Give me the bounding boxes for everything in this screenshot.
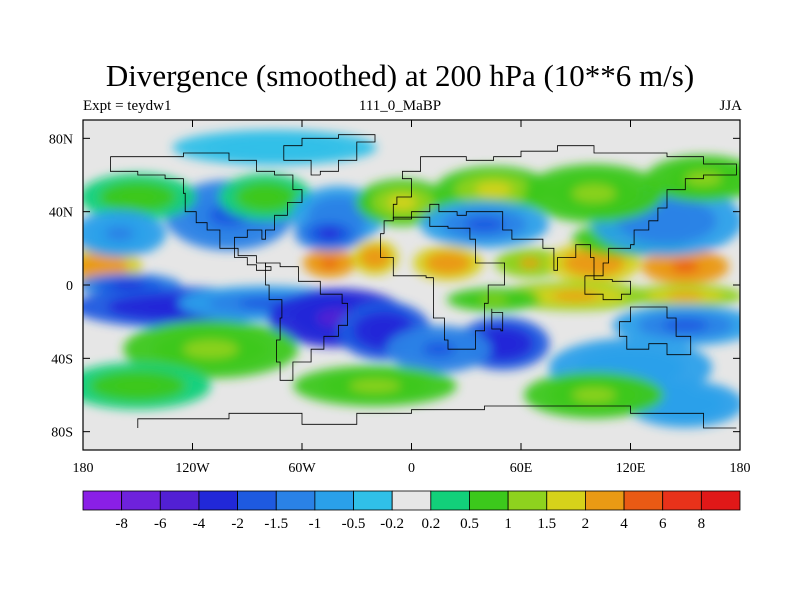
colorbar-label-6: -0.5 [342,516,366,532]
colorbar-label-5: -1 [309,516,322,532]
field-blob-18-layer-2 [662,318,709,332]
field-blob-25-layer-2 [475,182,512,198]
field-blob-16-layer-2 [479,296,509,304]
chart-title: Divergence (smoothed) at 200 hPa (10**6 … [105,58,695,93]
colorbar-swatch-8 [391,490,432,511]
coastline-0 [110,152,303,271]
coastline-7 [491,308,504,332]
colorbar-label-9: 0.5 [460,516,479,532]
coastline-5 [283,134,376,176]
period-label: 111_0_MaBP [358,98,442,114]
x-tick-label-2: 60W [288,461,316,476]
colorbar-swatch-0 [82,490,123,511]
field-blob-7-layer-2 [422,341,456,357]
y-tick-label-1: 40N [49,206,73,221]
field-blob-15-layer-2 [552,291,600,301]
colorbar-label-1: -6 [154,516,167,532]
colorbar-swatch-4 [237,490,277,511]
y-tick-label-2: 0 [66,279,73,294]
colorbar-swatch-14 [623,490,664,511]
x-tick-label-5: 120E [616,461,646,476]
colorbar-swatch-16 [700,490,741,511]
field-blob-26-layer-2 [464,217,505,232]
colorbar-label-15: 8 [698,516,706,532]
colorbar-label-4: -1.5 [264,516,288,532]
field-blob-1-layer-2 [112,281,146,289]
field-blob-21-layer-2 [250,189,281,205]
y-tick-label-4: 80S [51,426,73,441]
coastline-3 [392,145,737,277]
field-blob-35-layer-2 [349,379,401,393]
colorbar-swatch-12 [546,490,586,511]
colorbar-label-10: 1 [504,516,512,532]
field-blob-27-layer-2 [572,184,616,203]
x-tick-label-0: 180 [73,461,94,476]
colorbar-swatch-15 [662,490,702,511]
colorbar-swatch-5 [275,490,316,511]
x-tick-label-4: 60E [510,461,533,476]
field-blob-33-layer-2 [667,396,704,412]
field-blob-34-layer-2 [572,387,616,403]
experiment-label: Expt = teydw1 [83,98,172,114]
field-blob-13-layer-2 [671,261,699,273]
coastline-8 [584,275,631,301]
field-blob-0-layer-2 [88,260,115,274]
field-blob-19-layer-2 [643,209,691,232]
coastline-2 [380,216,505,350]
colorbar-swatch-10 [469,490,509,511]
field-blob-36-layer-2 [114,378,161,394]
field-blob-23-layer-2 [318,228,341,240]
colorbar-swatch-1 [121,490,161,511]
colorbar-label-8: 0.2 [421,516,440,532]
x-tick-label-3: 0 [408,461,415,476]
colorbar-swatch-3 [198,490,238,511]
field-blob-30-layer-2 [104,226,135,242]
colorbar-swatch-9 [430,490,470,511]
x-tick-label-1: 120W [175,461,210,476]
coastline-6 [137,405,737,429]
x-tick-label-6: 180 [730,461,751,476]
y-tick-label-0: 80N [49,132,73,147]
colorbar-label-0: -8 [115,516,128,532]
coastline-1 [265,262,348,381]
field-blob-9-layer-2 [367,252,383,263]
field-blob-31-layer-2 [183,340,239,359]
field-blob-11-layer-2 [519,258,542,268]
colorbar-label-14: 6 [659,516,667,532]
colorbar-swatch-11 [507,490,548,511]
field-blob-24-layer-2 [387,195,417,210]
field-blob-17-layer-2 [667,292,704,300]
colorbar-swatch-7 [353,490,393,511]
field-blob-10-layer-2 [437,257,459,269]
field-blob-6-layer-2 [488,335,518,352]
colorbar-label-13: 4 [620,516,628,532]
season-label: JJA [719,98,742,114]
colorbar-swatch-2 [159,490,200,511]
coastline-4 [619,306,692,356]
field-blob-5-layer-2 [369,321,399,341]
field-blob-29-layer-2 [119,189,156,205]
colorbar-label-3: -2 [231,516,244,532]
colorbar-label-11: 1.5 [537,516,556,532]
colorbar-swatch-13 [585,490,625,511]
colorbar-label-12: 2 [582,516,590,532]
field-blob-32-layer-2 [604,358,657,377]
colorbar-swatch-6 [314,490,354,511]
field-blob-37-layer-2 [242,142,307,153]
field-blob-8-layer-2 [321,258,338,268]
y-tick-label-3: 40S [51,352,73,367]
colorbar-label-7: -0.2 [380,516,404,532]
colorbar-label-2: -4 [193,516,206,532]
